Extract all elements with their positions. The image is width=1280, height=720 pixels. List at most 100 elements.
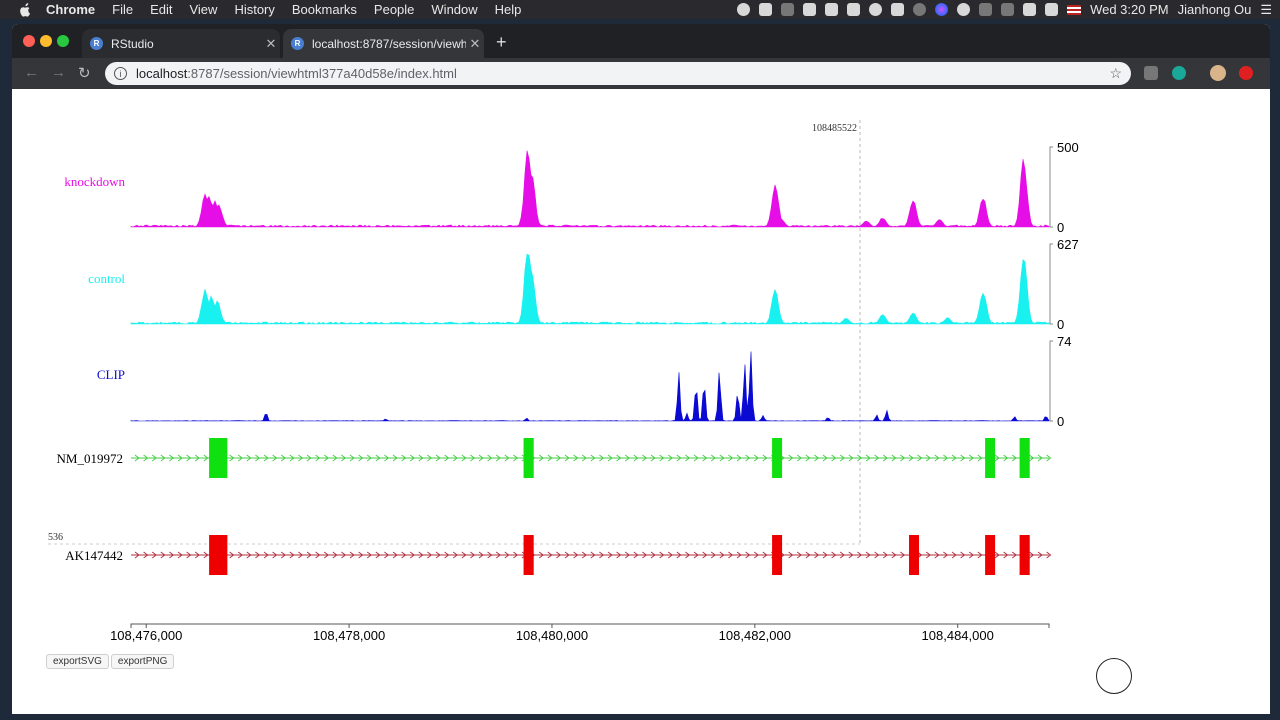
menu-edit[interactable]: Edit: [150, 2, 173, 17]
menu-app-chrome[interactable]: Chrome: [46, 2, 96, 17]
exon[interactable]: [772, 535, 783, 575]
siri-icon[interactable]: [935, 3, 949, 16]
forward-button[interactable]: →: [51, 64, 66, 81]
svg-text:0: 0: [1057, 220, 1064, 235]
notification-center-icon[interactable]: ☰: [1260, 1, 1272, 17]
exon[interactable]: [523, 535, 534, 575]
exon[interactable]: [209, 438, 228, 478]
wifi-icon[interactable]: [1001, 3, 1015, 16]
exon[interactable]: [523, 438, 534, 478]
binoculars-icon[interactable]: [803, 3, 817, 16]
close-tab-icon[interactable]: ✕: [265, 35, 277, 51]
battery-icon[interactable]: [1045, 3, 1059, 16]
time-machine-icon[interactable]: [957, 3, 971, 16]
transcript-label: AK147442: [65, 548, 123, 563]
exon[interactable]: [985, 438, 996, 478]
clock[interactable]: Wed 3:20 PM: [1090, 2, 1169, 17]
close-tab-icon[interactable]: ✕: [469, 35, 481, 51]
guide-position-label: 108485522: [812, 123, 857, 134]
x-tick-label: 108,484,000: [922, 628, 994, 643]
bookmark-star-icon[interactable]: ☆: [1109, 65, 1122, 81]
menu-help[interactable]: Help: [494, 2, 522, 17]
user-name[interactable]: Jianhong Ou: [1177, 2, 1252, 17]
menu-bookmarks[interactable]: Bookmarks: [291, 2, 357, 17]
back-button[interactable]: ←: [24, 64, 39, 81]
dropbox-icon[interactable]: [759, 3, 773, 16]
new-tab-button[interactable]: +: [496, 32, 507, 52]
transcript-ak147442[interactable]: AK147442: [65, 535, 1052, 575]
menu-window[interactable]: Window: [431, 2, 478, 17]
browser-toolbar: ← → ↻ i localhost:8787/session/viewhtml3…: [12, 58, 1270, 89]
exon[interactable]: [985, 535, 996, 575]
svg-text:0: 0: [1057, 317, 1064, 332]
x-tick-label: 108,478,000: [313, 628, 385, 643]
url-host: localhost: [136, 66, 188, 81]
status-area: Wed 3:20 PM Jianhong Ou ☰: [737, 0, 1272, 19]
close-window-button[interactable]: [23, 35, 35, 47]
input-source-flag-icon[interactable]: [1067, 4, 1082, 15]
profile-avatar[interactable]: [1210, 65, 1226, 81]
extension-m-icon[interactable]: [1172, 66, 1186, 80]
minimize-window-button[interactable]: [40, 35, 52, 47]
site-info-icon[interactable]: i: [114, 67, 127, 80]
stack-icon[interactable]: [847, 3, 861, 16]
menu-file[interactable]: File: [112, 2, 134, 17]
bluetooth-icon[interactable]: [979, 3, 993, 16]
transcript-nm_019972[interactable]: NM_019972: [57, 438, 1052, 478]
exon[interactable]: [209, 535, 228, 575]
extension-upload-icon[interactable]: [1239, 66, 1253, 80]
x-tick-label: 108,482,000: [719, 628, 791, 643]
track-knockdown: knockdown 500 0: [64, 140, 1078, 235]
svg-text:74: 74: [1057, 334, 1071, 349]
menu-history[interactable]: History: [234, 2, 275, 17]
page-content: 108485522 536 knockdown 500 0 control 627 0 CLI…: [12, 89, 1270, 714]
zoom-window-button[interactable]: [57, 35, 69, 47]
track-label: control: [88, 271, 125, 286]
x-tick-label: 108,476,000: [110, 628, 182, 643]
track-label: CLIP: [97, 367, 125, 382]
mouse-cursor-highlight: [1096, 658, 1132, 694]
record-icon[interactable]: [737, 3, 751, 16]
apple-menu-icon[interactable]: [18, 2, 32, 17]
track-label: knockdown: [64, 174, 125, 189]
transcript-label: NM_019972: [57, 451, 123, 466]
macos-menubar: Chrome File Edit View History Bookmarks …: [0, 0, 1280, 19]
transcript-tracks: NM_019972 AK147442: [57, 438, 1052, 575]
tab-strip: R RStudio ✕ R localhost:8787/session/vie…: [12, 24, 1270, 58]
exon[interactable]: [1019, 535, 1030, 575]
url-path: :8787/session/viewhtml377a40d58e/index.h…: [187, 66, 457, 81]
exon[interactable]: [1019, 438, 1030, 478]
cloud-upload-icon[interactable]: [869, 3, 883, 16]
reload-button[interactable]: ↻: [78, 65, 91, 82]
exon[interactable]: [909, 535, 920, 575]
rstudio-favicon-icon: R: [90, 37, 103, 50]
b-app-icon[interactable]: [891, 3, 905, 16]
menu-people[interactable]: People: [373, 2, 415, 17]
x-axis: 108,476,000 108,478,000 108,480,000 108,482…: [110, 623, 1050, 643]
y-axis: 627 0: [1049, 237, 1079, 332]
docker-icon[interactable]: [825, 3, 839, 16]
exon[interactable]: [772, 438, 783, 478]
export-buttons: exportSVG exportPNG: [46, 654, 175, 669]
y-axis: 74 0: [1049, 334, 1071, 429]
track-clip: CLIP 74 0: [97, 334, 1072, 429]
export-svg-button[interactable]: exportSVG: [46, 654, 109, 669]
signal-tracks: knockdown 500 0 control 627 0 CLIP 74 0: [64, 140, 1078, 429]
svg-text:627: 627: [1057, 237, 1079, 252]
volume-icon[interactable]: [1023, 3, 1037, 16]
extension-chat-icon[interactable]: [1144, 66, 1158, 80]
search-icon[interactable]: [913, 3, 927, 16]
menu-view[interactable]: View: [189, 2, 218, 17]
track-control: control 627 0: [88, 237, 1079, 332]
tab-title: RStudio: [111, 36, 154, 51]
magnet-icon[interactable]: [781, 3, 795, 16]
coverage-area: [130, 150, 1050, 228]
export-png-button[interactable]: exportPNG: [110, 654, 175, 669]
chrome-window: R RStudio ✕ R localhost:8787/session/vie…: [12, 24, 1270, 714]
address-bar[interactable]: i localhost:8787/session/viewhtml377a40d…: [105, 62, 1131, 85]
guide-count-label: 536: [48, 532, 63, 543]
tab-rstudio[interactable]: R RStudio ✕: [82, 29, 280, 58]
tab-localhost[interactable]: R localhost:8787/session/viewhtı ✕: [283, 29, 484, 58]
coverage-area: [130, 253, 1050, 325]
